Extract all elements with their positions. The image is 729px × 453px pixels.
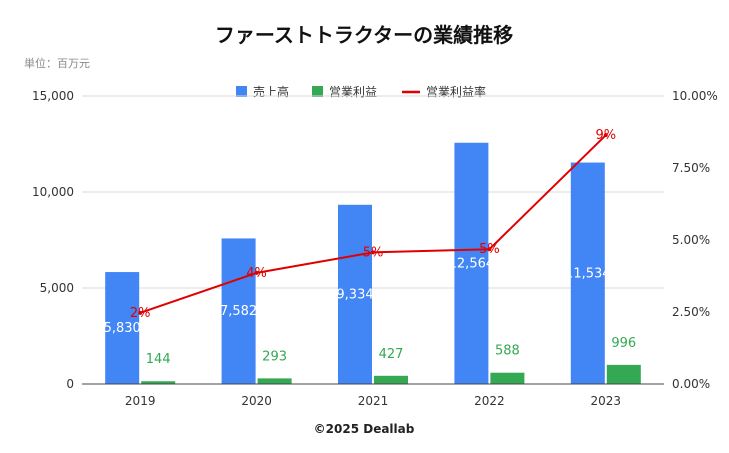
margin-line-path xyxy=(139,134,607,314)
right-tick-label: 7.50% xyxy=(672,161,710,175)
data-label-operating-profit: 144 xyxy=(146,352,171,367)
bar-revenue xyxy=(338,204,372,384)
left-tick-label: 15,000 xyxy=(32,89,74,103)
bar-revenue xyxy=(454,142,489,384)
margin-line xyxy=(138,133,608,315)
unit-label: 単位：百万元 xyxy=(24,56,90,70)
data-labels: 5,830 144 7,582 293 9,334 427 12,564 588 11,534 9… xyxy=(104,128,637,367)
data-label-revenue: 9,334 xyxy=(336,287,373,302)
margin-point xyxy=(138,310,143,315)
margin-point xyxy=(487,247,492,252)
bar-revenue xyxy=(105,272,140,384)
x-tick-label: 2022 xyxy=(474,394,505,408)
margin-point xyxy=(371,250,375,255)
x-tick-label: 2019 xyxy=(125,394,156,408)
left-axis: 0 5,000 10,000 15,000 xyxy=(32,89,74,391)
margin-point xyxy=(603,133,608,138)
bar-revenue xyxy=(570,162,605,384)
data-label-operating-profit: 427 xyxy=(379,347,404,362)
data-label-operating-profit: 996 xyxy=(611,336,636,351)
bar-operating-profit xyxy=(606,364,641,384)
x-axis: 2019 2020 2021 2022 2023 xyxy=(82,383,664,408)
data-label-revenue: 11,534 xyxy=(565,266,611,281)
bar-revenue xyxy=(221,238,256,384)
margin-point xyxy=(254,270,259,275)
x-tick-label: 2020 xyxy=(241,394,272,408)
right-tick-label: 2.50% xyxy=(672,305,710,319)
x-tick-label: 2021 xyxy=(358,394,389,408)
legend-label-operating-margin: 営業利益率 xyxy=(426,84,486,99)
data-label-operating-margin: 5% xyxy=(479,242,500,257)
bar-operating-profit xyxy=(257,378,292,384)
left-tick-label: 5,000 xyxy=(40,281,74,295)
data-label-operating-margin: 4% xyxy=(246,266,267,281)
legend: 売上高 営業利益 営業利益率 xyxy=(236,84,486,99)
left-tick-label: 10,000 xyxy=(32,185,74,199)
data-label-operating-margin: 2% xyxy=(130,306,151,321)
data-label-operating-profit: 588 xyxy=(495,344,520,359)
right-tick-label: 0.00% xyxy=(672,377,710,391)
data-label-revenue: 5,830 xyxy=(104,321,141,336)
data-label-operating-profit: 293 xyxy=(262,349,287,364)
chart-title: ファーストトラクターの業績推移 xyxy=(215,23,513,47)
data-label-operating-margin: 5% xyxy=(363,245,384,260)
footer-credit: ©2025 Deallab xyxy=(314,422,415,436)
data-label-operating-margin: 9% xyxy=(595,128,616,143)
legend-label-operating-profit: 営業利益 xyxy=(329,85,377,99)
data-label-revenue: 7,582 xyxy=(220,304,257,319)
bar-operating-profit xyxy=(141,381,176,384)
bar-operating-profit xyxy=(490,372,525,384)
legend-label-revenue: 売上高 xyxy=(253,84,289,99)
right-tick-label: 10.00% xyxy=(672,89,718,103)
x-tick-label: 2023 xyxy=(591,394,622,408)
legend-swatch-operating-profit xyxy=(312,86,323,97)
left-tick-label: 0 xyxy=(66,377,74,391)
legend-swatch-revenue xyxy=(236,86,247,97)
bars xyxy=(105,142,641,384)
right-axis: 0.00% 2.50% 5.00% 7.50% 10.00% xyxy=(672,89,718,391)
data-label-revenue: 12,564 xyxy=(449,256,495,271)
bar-operating-profit xyxy=(374,375,408,384)
right-tick-label: 5.00% xyxy=(672,233,710,247)
